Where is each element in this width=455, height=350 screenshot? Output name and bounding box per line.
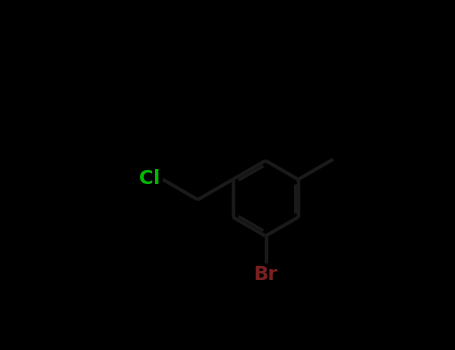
Text: Br: Br — [253, 265, 278, 284]
Text: Cl: Cl — [139, 169, 160, 188]
